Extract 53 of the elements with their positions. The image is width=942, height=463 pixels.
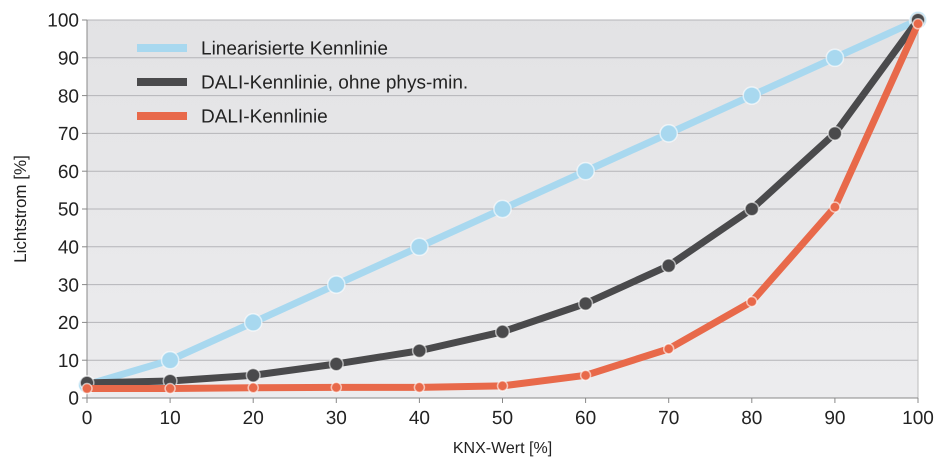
point [494,324,510,340]
x-tick-label: 10 [160,408,181,429]
legend-label: Linearisierte Kennlinie [201,38,388,60]
x-tick-label: 30 [326,408,347,429]
y-tick-label: 80 [58,86,79,108]
point [580,370,592,382]
point [496,380,508,392]
point [246,368,261,383]
x-tick-label: 100 [902,408,934,429]
x-axis-title: KNX-Wert [%] [452,440,552,457]
point [160,350,180,370]
point [247,382,259,394]
point [244,313,263,332]
point [746,296,758,308]
point [827,126,842,141]
y-axis-title: Lichtstrom [%] [11,155,30,263]
y-tick-label: 50 [58,200,79,221]
x-tick-label: 70 [658,408,680,429]
y-tick-label: 70 [58,124,79,146]
x-tick-label: 0 [82,408,92,429]
point [414,382,426,394]
point [326,275,346,294]
y-tick-label: 40 [58,237,79,258]
point [493,200,512,218]
point [412,343,427,358]
point [330,382,342,394]
x-tick-label: 40 [408,408,430,429]
x-tick-label: 60 [575,408,596,429]
legend-label: DALI-Kennlinie [201,106,328,128]
y-tick-label: 0 [68,388,79,410]
point [164,382,176,394]
x-tick-label: 50 [492,408,514,429]
y-tick-label: 100 [47,10,79,32]
point [829,201,841,213]
point [662,343,674,355]
point [659,124,678,143]
point [328,356,344,372]
y-tick-label: 90 [58,48,79,70]
y-tick-label: 10 [58,350,79,372]
x-tick-label: 80 [741,408,762,429]
point [826,48,844,68]
y-tick-label: 60 [58,162,79,183]
y-tick-label: 30 [58,275,79,296]
x-tick-label: 90 [824,408,846,429]
point [661,258,676,274]
point [742,86,762,105]
point [410,237,429,256]
point [578,296,594,312]
x-tick-label: 20 [242,408,264,429]
point [576,162,595,181]
point [744,201,760,217]
y-tick-label: 20 [58,313,79,334]
legend-label: DALI-Kennlinie, ohne phys-min. [201,72,468,94]
